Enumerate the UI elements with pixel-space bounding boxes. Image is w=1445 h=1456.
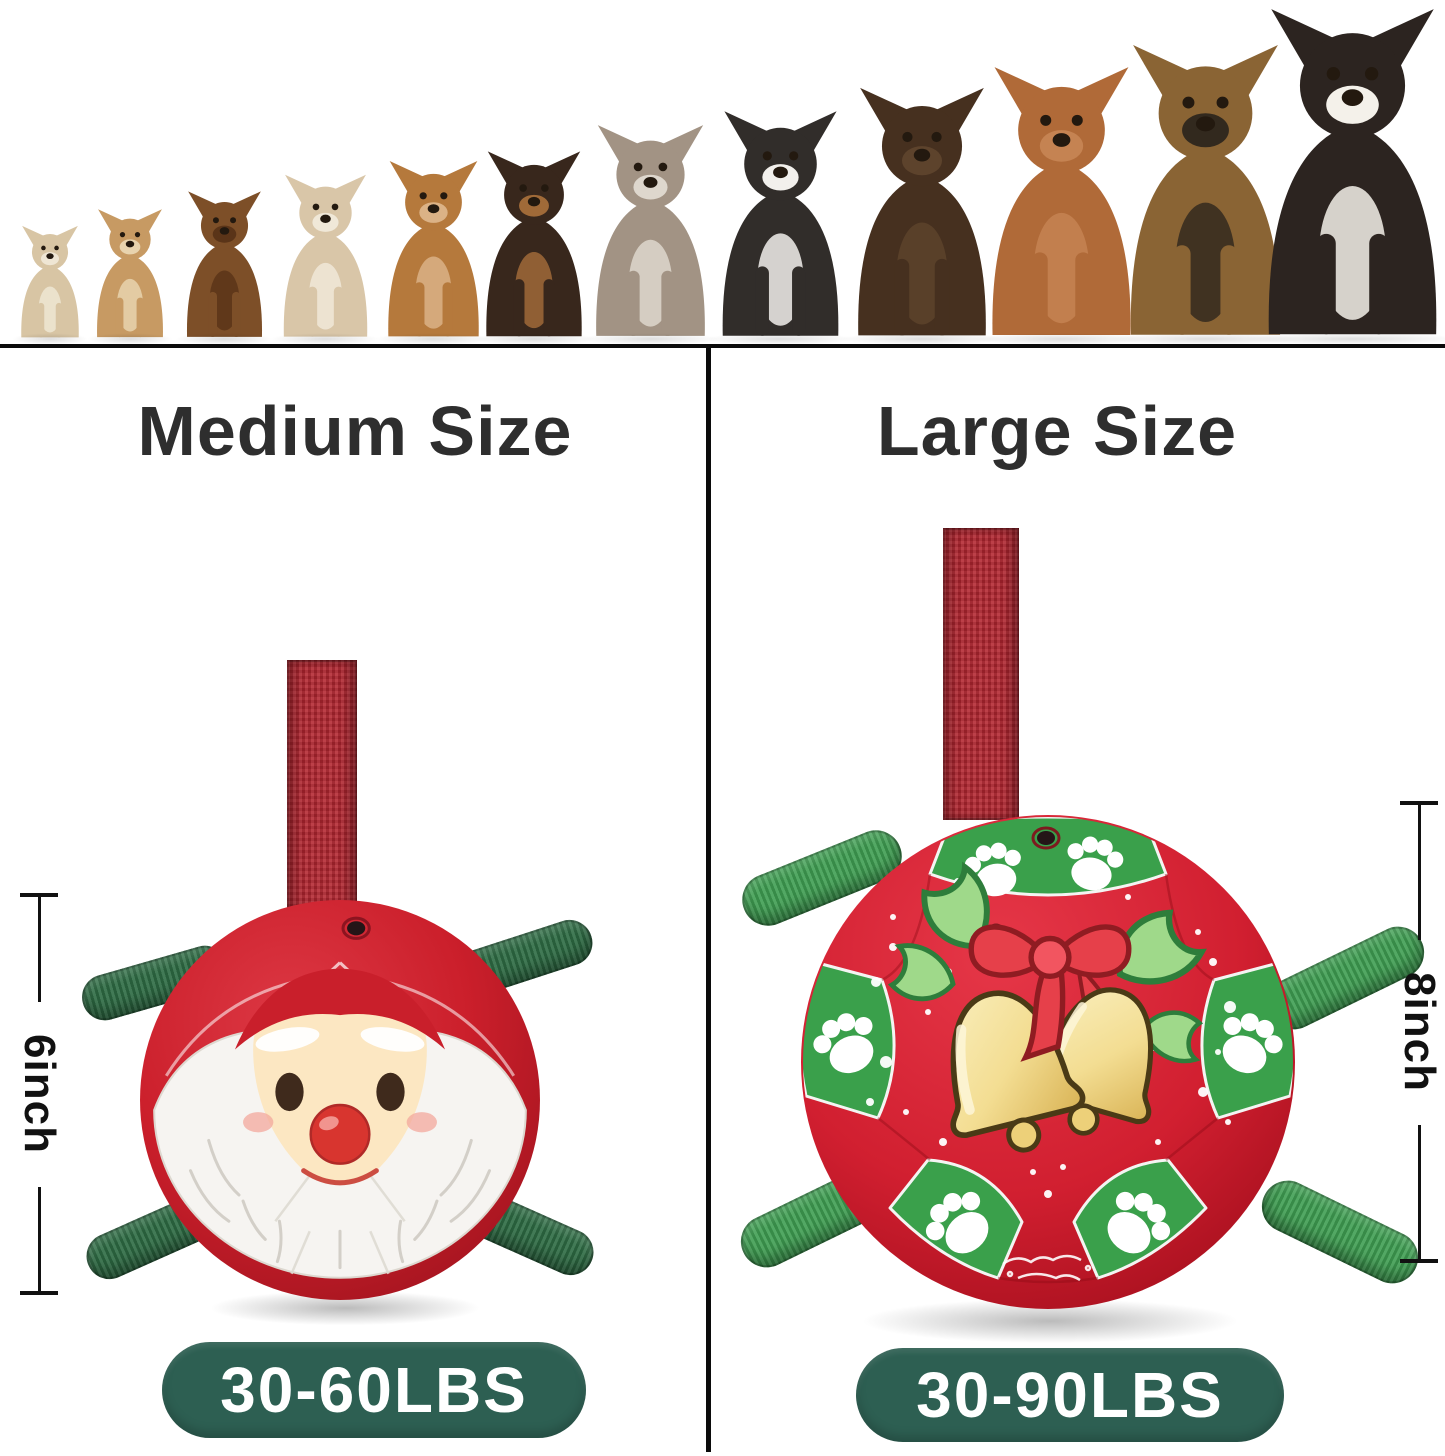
vertical-divider [706, 344, 711, 1452]
height-measure-large: 8inch [1395, 801, 1444, 1263]
christmas-bells-soccer-ball [801, 815, 1295, 1309]
santa-nose [309, 1103, 371, 1165]
hanging-strap-medium [287, 660, 357, 910]
santa-mouth [301, 1168, 379, 1186]
dog-miniature-pinscher [466, 147, 602, 345]
medium-size-title: Medium Size [137, 392, 573, 470]
measure-line [37, 897, 41, 1002]
hanging-strap-large [943, 528, 1019, 820]
dog-french-bulldog [266, 171, 385, 345]
santa-hat-edge [234, 968, 446, 1050]
dog-dachshund [171, 189, 278, 345]
santa-right-eye [376, 1072, 405, 1112]
jingle-bells-art [887, 865, 1204, 1166]
measure-tick-bottom [1400, 1259, 1438, 1263]
measure-line [1417, 1124, 1421, 1259]
horizontal-divider [0, 344, 1445, 348]
snow-dots [865, 864, 1236, 1198]
sleigh-line-art [1002, 1254, 1092, 1282]
dog-chocolate-labrador [831, 83, 1013, 345]
height-label-medium: 6inch [15, 1034, 64, 1154]
santa-face-soccer-ball [140, 900, 540, 1300]
air-valve-hole [347, 921, 366, 936]
dog-german-shepherd [1099, 39, 1312, 345]
dog-chihuahua [9, 223, 91, 345]
dog-puppy [83, 207, 177, 345]
dog-border-collie [698, 107, 863, 345]
height-label-large: 8inch [1395, 972, 1444, 1092]
santa-left-eye [275, 1072, 304, 1112]
dog-bulldog [573, 121, 728, 345]
dog-vizsla [963, 61, 1160, 345]
dog-cavalier-spaniel [369, 157, 498, 345]
weight-range-badge-medium: 30-60LBS [162, 1342, 586, 1438]
dog-bernese-mountain-dog [1233, 3, 1445, 345]
air-valve-hole [1037, 831, 1055, 845]
measure-line [37, 1186, 41, 1291]
large-size-title: Large Size [876, 392, 1238, 470]
height-measure-medium: 6inch [15, 893, 64, 1295]
red-bow [968, 924, 1132, 1062]
measure-tick-top [20, 893, 58, 897]
dog-size-lineup [0, 0, 1445, 345]
measure-line [1417, 805, 1421, 940]
weight-range-badge-large: 30-90LBS [856, 1348, 1284, 1442]
measure-tick-bottom [20, 1291, 58, 1295]
measure-tick-top [1400, 801, 1438, 805]
